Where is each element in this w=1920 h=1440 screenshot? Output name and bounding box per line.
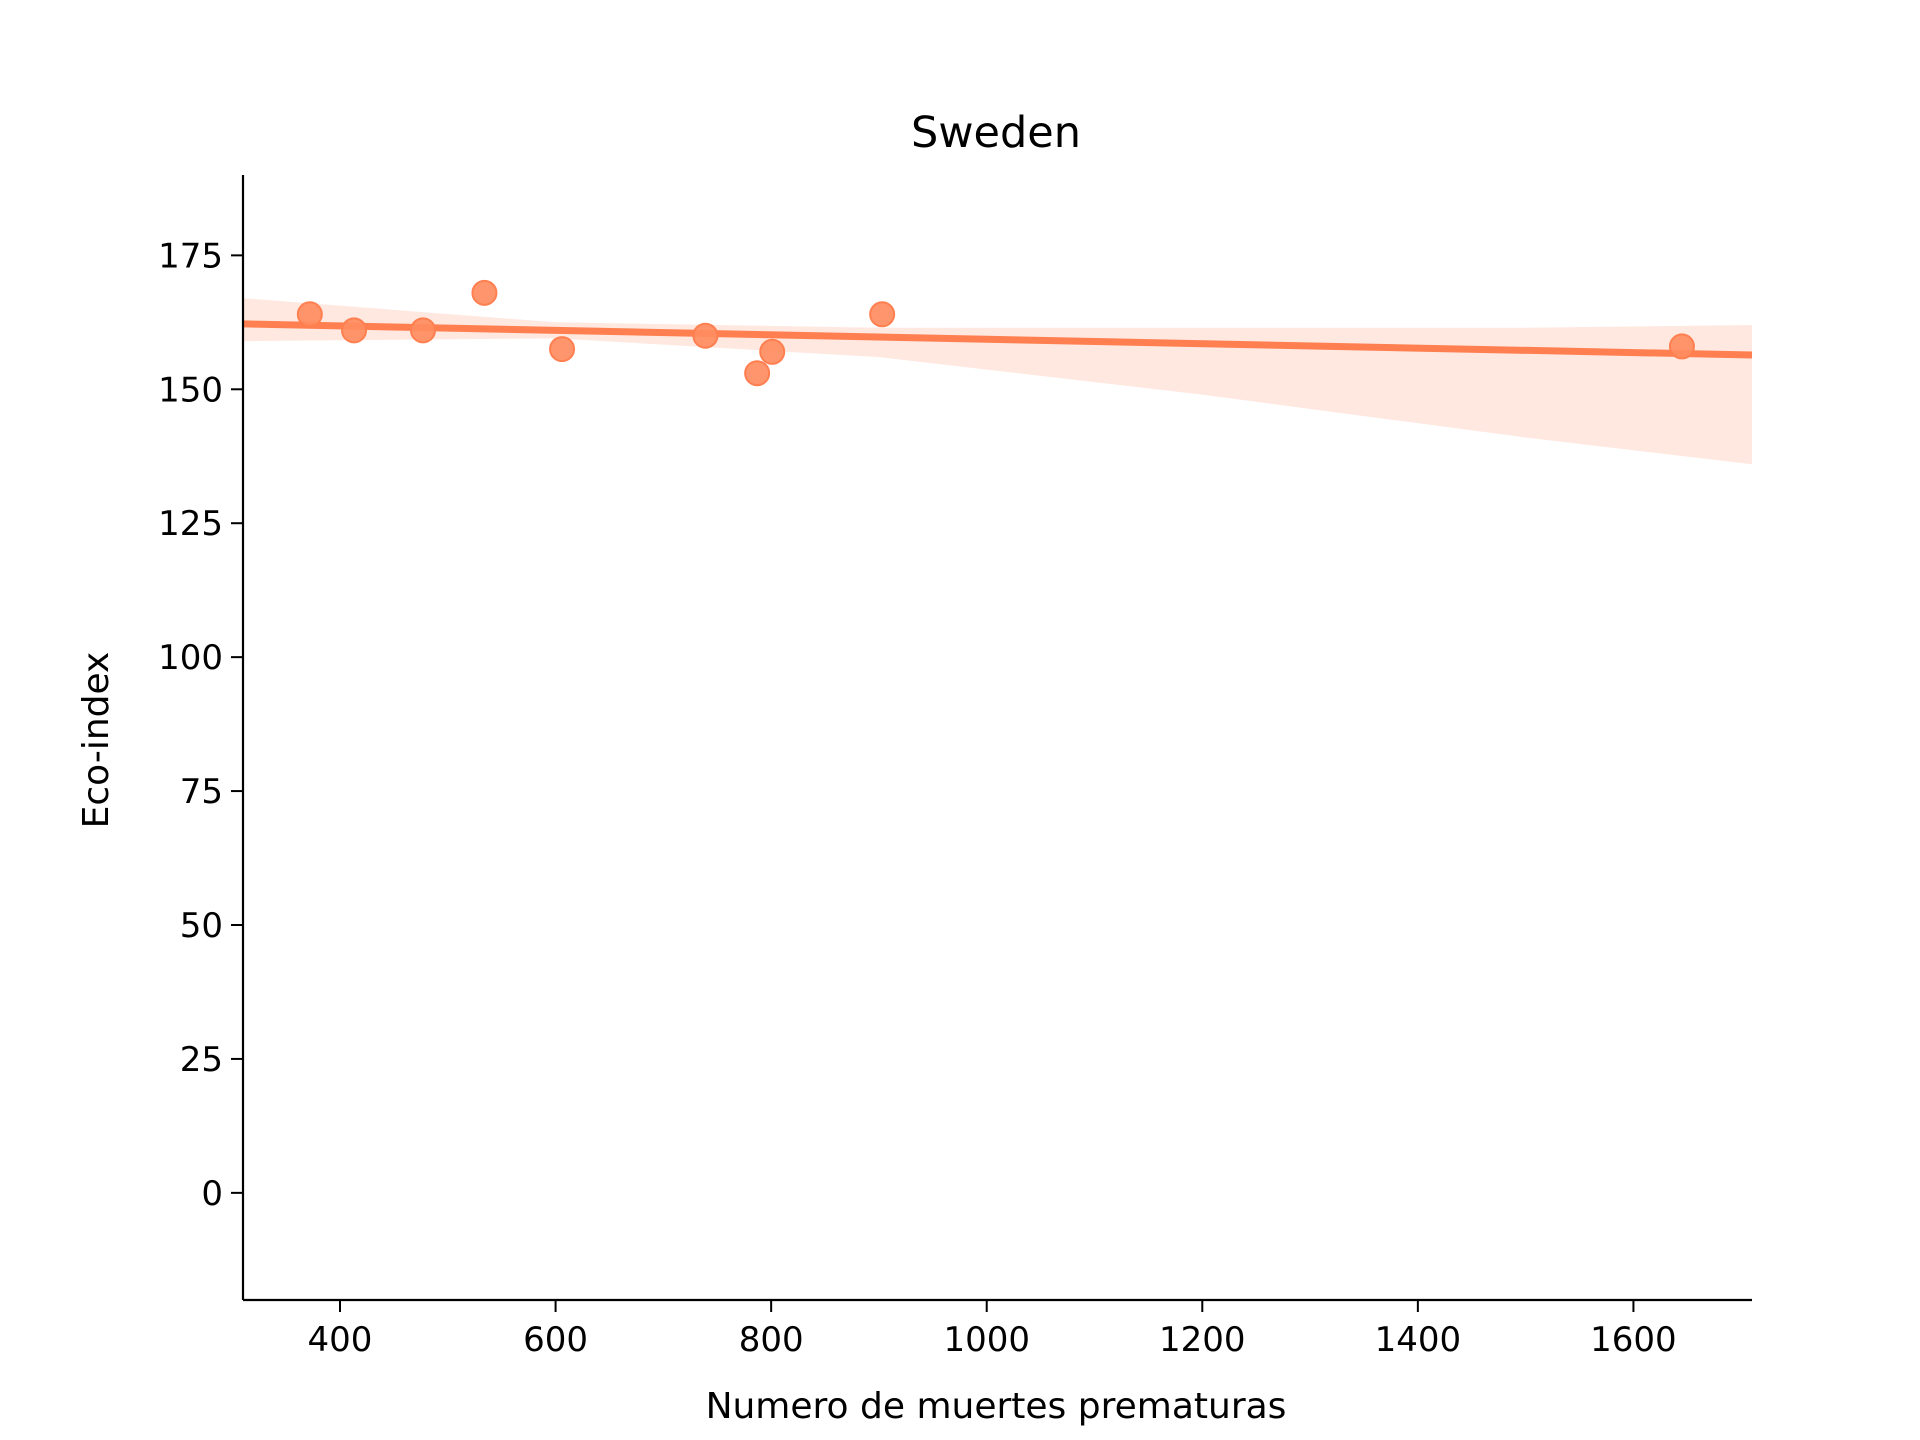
data-point (744, 360, 771, 387)
y-tick-label: 50 (180, 906, 223, 946)
data-point (341, 317, 368, 344)
x-tick-label: 1200 (1159, 1320, 1246, 1360)
x-tick-label: 800 (739, 1320, 804, 1360)
chart-title: Sweden (911, 108, 1081, 158)
y-tick-label: 125 (158, 504, 223, 544)
data-point (759, 338, 786, 365)
data-point (869, 301, 896, 328)
x-tick-label: 1600 (1590, 1320, 1677, 1360)
x-tick-label: 400 (308, 1320, 373, 1360)
y-tick-label: 75 (180, 772, 223, 812)
y-tick-label: 0 (201, 1174, 223, 1214)
y-tick-label: 150 (158, 370, 223, 410)
data-point (1668, 333, 1695, 360)
x-tick-label: 1000 (943, 1320, 1030, 1360)
y-tick-label: 175 (158, 236, 223, 276)
data-point (410, 317, 437, 344)
confidence-band (243, 298, 1752, 465)
y-tick-label: 25 (180, 1040, 223, 1080)
data-point (692, 322, 719, 349)
data-point (296, 301, 323, 328)
data-point (549, 336, 576, 363)
axes-layer: 400 600 800 1000 1200 1400 1600 0 25 50 75 100 125 15… (158, 175, 1752, 1360)
x-tick-label: 600 (523, 1320, 588, 1360)
regression-line-layer (242, 320, 1753, 359)
x-tick-label: 1400 (1375, 1320, 1462, 1360)
y-tick-label: 100 (158, 638, 223, 678)
y-axis-title: Eco-index (76, 652, 117, 829)
x-axis-title: Numero de muertes prematuras (706, 1386, 1287, 1427)
points-layer (296, 279, 1695, 387)
confidence-band-layer (243, 298, 1752, 465)
regression-line (242, 320, 1753, 359)
data-point (471, 279, 498, 306)
